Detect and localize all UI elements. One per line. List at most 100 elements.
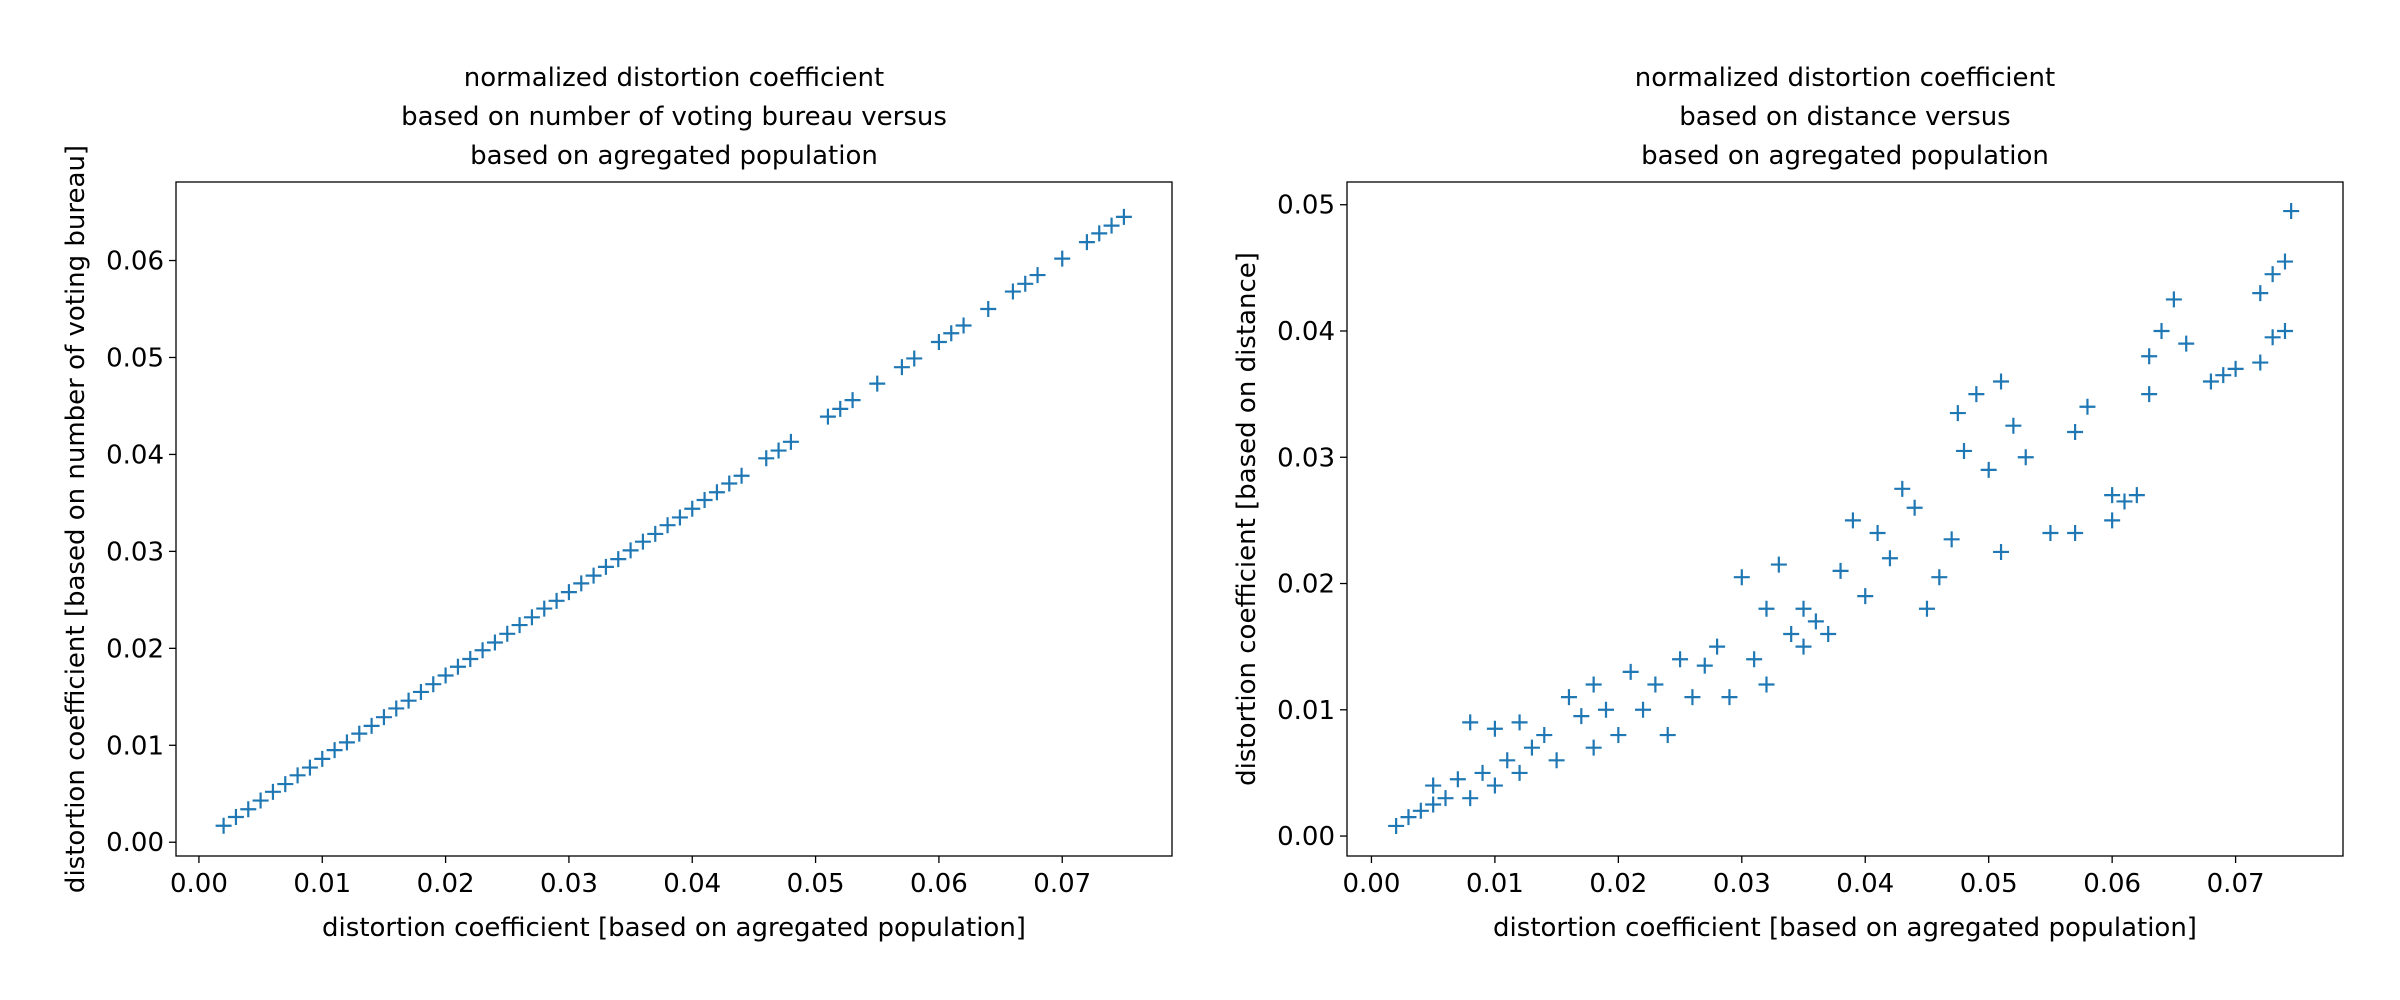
marker [1486,777,1503,794]
marker [1412,802,1429,819]
marker [400,692,417,709]
x-tick-label: 0.01 [293,869,351,899]
marker [980,301,997,318]
marker [770,442,787,459]
marker [1696,657,1713,674]
chart-title: based on agregated population [1641,141,2049,171]
marker [314,750,331,767]
x-axis-label: distortion coefficient [based on agregat… [1493,913,2197,943]
marker [2252,285,2269,302]
marker [585,567,602,584]
marker [1388,817,1405,834]
marker [573,575,590,592]
marker [1536,727,1553,744]
marker [819,408,836,425]
y-tick-label: 0.02 [1277,570,1335,600]
marker [1857,588,1874,605]
marker [1462,790,1479,807]
marker [906,350,923,367]
marker [1659,727,1676,744]
x-tick-label: 0.02 [417,869,475,899]
marker [1647,676,1664,693]
marker [1832,562,1849,579]
marker [2042,525,2059,542]
marker [955,317,972,334]
marker [2264,266,2281,283]
y-tick-label: 0.05 [1277,191,1335,221]
marker [2264,329,2281,346]
marker [2067,424,2084,441]
marker [2067,525,2084,542]
marker [2141,348,2158,365]
marker [1758,600,1775,617]
marker [548,592,565,609]
marker [2017,449,2034,466]
marker [523,609,540,626]
plot-frame [1346,181,2344,857]
marker [1709,638,1726,655]
marker [1548,752,1565,769]
marker [610,551,627,568]
y-tick-label: 0.04 [106,440,164,470]
marker [597,558,614,575]
marker [869,375,886,392]
marker [1894,480,1911,497]
marker [1993,373,2010,390]
marker [1499,752,1516,769]
marker [1585,739,1602,756]
marker [437,667,454,684]
marker [2252,354,2269,371]
x-tick-label: 0.04 [1836,869,1894,899]
marker [1956,442,1973,459]
y-tick-label: 0.05 [106,343,164,373]
marker [1918,600,1935,617]
marker [1770,556,1787,573]
marker [277,776,294,793]
marker [844,392,861,409]
y-tick-label: 0.03 [106,537,164,567]
marker [1449,771,1466,788]
marker [647,525,664,542]
marker [2178,335,2195,352]
marker [930,333,947,350]
marker [289,767,306,784]
marker [733,467,750,484]
marker [1054,250,1071,267]
marker [1462,714,1479,731]
marker [1437,790,1454,807]
marker [1795,638,1812,655]
marker [943,325,960,342]
marker [511,617,528,634]
marker [1598,701,1614,718]
y-axis-label: distortion coefficient [based on number … [61,145,91,893]
marker [2215,367,2232,384]
marker [893,359,910,376]
marker [499,625,516,642]
marker [1486,720,1503,737]
x-tick-label: 0.03 [1713,869,1771,899]
marker [1115,208,1132,225]
x-tick-label: 0.07 [2207,869,2265,899]
x-tick-label: 0.00 [170,869,228,899]
x-tick-label: 0.07 [1033,869,1091,899]
marker [1943,531,1960,548]
marker [1684,689,1701,706]
marker [1103,217,1120,234]
marker [1783,626,1800,643]
marker [721,475,738,492]
marker [264,783,281,800]
chart-title: normalized distortion coefficient [1635,63,2055,93]
marker [1004,283,1021,300]
marker [696,491,713,508]
marker [1795,600,1812,617]
marker [1610,727,1627,744]
marker [2116,493,2133,510]
marker [1511,714,1528,731]
x-tick-label: 0.04 [663,869,721,899]
x-tick-label: 0.06 [910,869,968,899]
y-tick-label: 0.06 [106,247,164,277]
marker [1585,676,1602,693]
marker [1560,689,1577,706]
marker [659,517,676,534]
